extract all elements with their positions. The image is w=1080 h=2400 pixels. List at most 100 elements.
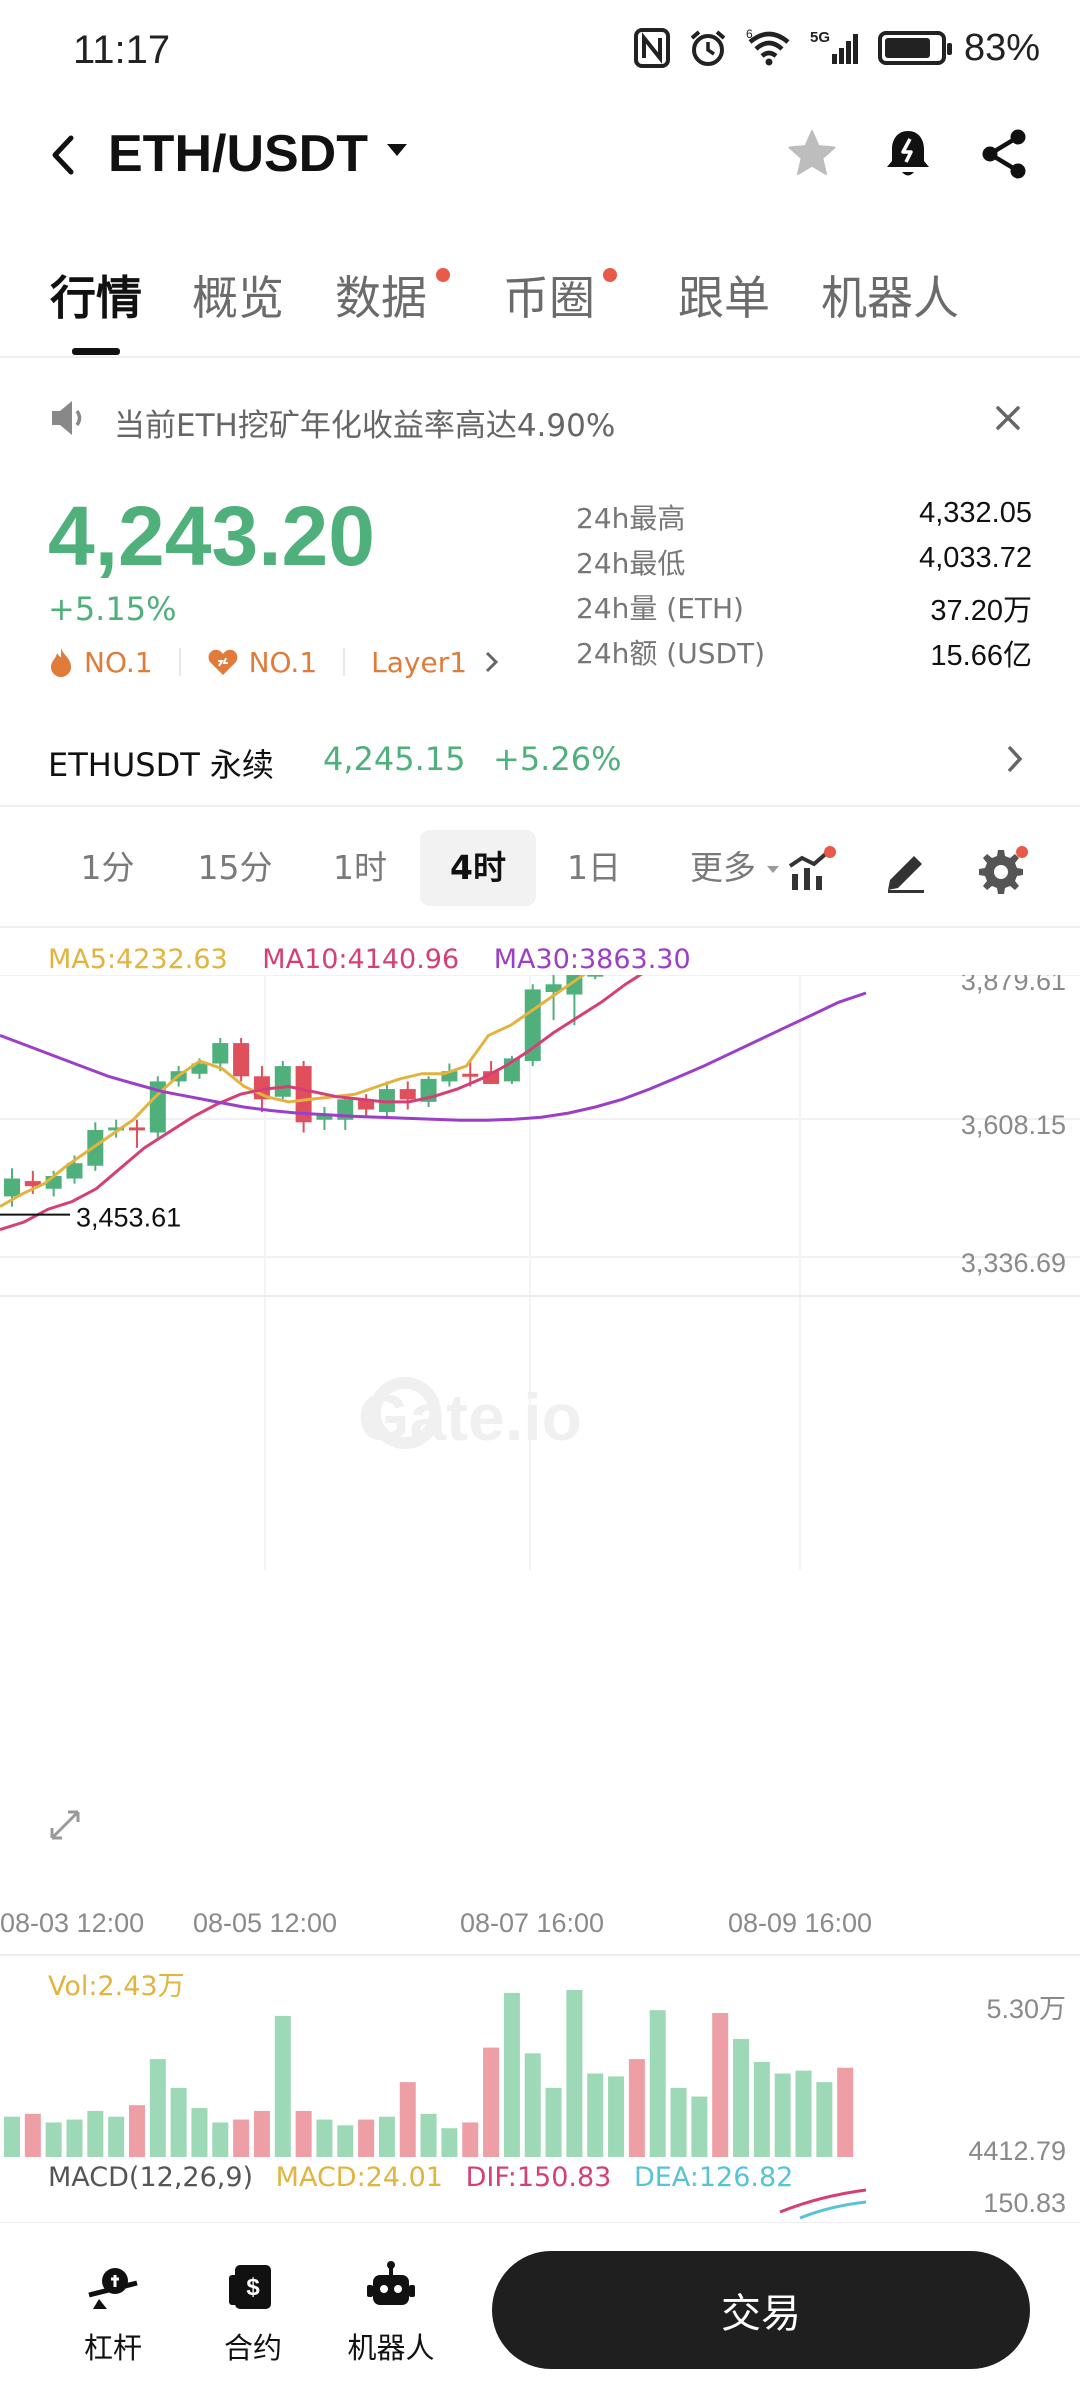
back-button[interactable] (45, 130, 85, 180)
favorite-star-button[interactable] (782, 124, 842, 184)
volume-bar (337, 2125, 354, 2157)
interval-15m[interactable]: 15分 (197, 848, 273, 887)
stat-value: 4,033.72 (919, 542, 1032, 574)
volume-bar (295, 2110, 312, 2157)
volume-bar (608, 2076, 625, 2157)
interval-more[interactable]: 更多 (690, 848, 756, 887)
network-type: 5G (810, 29, 830, 46)
more-caret-icon (767, 866, 779, 873)
perpetual-name: ETHUSDT 永续 (48, 746, 274, 784)
volume-axis-label: 4412.79 (968, 2136, 1066, 2166)
candle-body (399, 1089, 416, 1100)
macd-params: MACD(12,26,9) (48, 2162, 254, 2193)
caret-down-icon[interactable] (385, 142, 409, 162)
tab-bots[interactable]: 机器人 (821, 271, 959, 325)
nav-margin[interactable]: 杠杆 (58, 2259, 168, 2367)
volume-bar (545, 2087, 562, 2157)
volume-bar (128, 2105, 145, 2157)
tab-coin-circle[interactable]: 币圈 (503, 271, 595, 325)
alert-bell-button[interactable] (878, 124, 938, 184)
ma5-label: MA5:4232.63 (48, 944, 228, 975)
macd-axis-label: 150.83 (983, 2188, 1066, 2218)
layer-tag[interactable]: Layer1 (371, 646, 501, 679)
alarm-icon (688, 24, 728, 72)
volume-bar (462, 2122, 479, 2157)
candle (441, 1063, 458, 1087)
volume-bar (149, 2059, 166, 2157)
notice-close-button[interactable] (988, 398, 1028, 438)
nfc-icon (633, 24, 670, 72)
candle-body (128, 1127, 145, 1131)
indicator-chart-icon (788, 846, 836, 890)
draw-tool-button[interactable] (880, 844, 932, 896)
candle (420, 1076, 437, 1107)
tab-market[interactable]: 行情 (50, 271, 142, 325)
interval-4h[interactable]: 4时 (420, 830, 536, 906)
nav-bots[interactable]: 机器人 (336, 2259, 446, 2367)
volume-bar (441, 2128, 458, 2157)
wifi-superscript: 6 (746, 28, 753, 41)
layer-tag-label: Layer1 (371, 645, 468, 679)
indicator-button[interactable] (786, 844, 838, 896)
volume-bar (587, 2073, 604, 2157)
volume-bar (233, 2119, 250, 2157)
chevron-right-icon (485, 651, 499, 673)
tab-copy-trading[interactable]: 跟单 (678, 271, 770, 325)
share-button[interactable] (974, 124, 1034, 184)
interval-1d[interactable]: 1日 (567, 848, 621, 887)
rank-separator (178, 648, 181, 676)
volume-bar (691, 2096, 708, 2157)
stat-label: 24h额 (USDT) (576, 637, 766, 670)
candle-body (212, 1043, 229, 1064)
status-bar: 11:17 6 5G 83% (0, 0, 1080, 100)
perpetual-change: +5.26% (493, 740, 622, 778)
chart-settings-button[interactable] (974, 844, 1028, 896)
y-axis-label: 3,879.61 (961, 975, 1066, 996)
favorite-rank[interactable]: NO.1 (207, 646, 317, 679)
perpetual-price: 4,245.15 (323, 740, 466, 778)
stat-row-high: 24h最高 4,332.05 (576, 497, 1032, 542)
speaker-icon (52, 401, 82, 435)
trade-button[interactable]: 交易 (492, 2251, 1030, 2369)
pencil-icon (888, 856, 924, 893)
tab-overview[interactable]: 概览 (192, 271, 284, 325)
nav-bots-label: 机器人 (347, 2331, 435, 2365)
candlestick-chart[interactable]: Gate.io4,422.544,151.083,879.613,608.153… (0, 975, 1080, 2225)
stats-panel: 24h最高 4,332.05 24h最低 4,033.72 24h量 (ETH) 37… (576, 497, 1032, 677)
hot-rank[interactable]: NO.1 (48, 646, 153, 679)
candle-body (524, 989, 541, 1061)
candle-body (358, 1099, 375, 1110)
interval-1m[interactable]: 1分 (80, 848, 135, 887)
volume-bar (837, 2067, 854, 2157)
volume-bar (191, 2108, 208, 2157)
notice-banner[interactable]: 当前ETH挖矿年化收益率高达4.90% (48, 392, 1038, 444)
candle-body (587, 975, 604, 977)
nav-futures[interactable]: $ 合约 (198, 2259, 308, 2367)
perpetual-contract-row[interactable]: ETHUSDT 永续 4,245.15 +5.26% (48, 738, 1033, 788)
macd-value: MACD:24.01 (275, 2162, 443, 2193)
candle-body (441, 1071, 458, 1082)
candle (149, 1076, 166, 1138)
tab-data[interactable]: 数据 (335, 271, 427, 325)
volume-bar (420, 2113, 437, 2157)
stat-label: 24h最高 (576, 502, 686, 535)
ma30-line (0, 991, 867, 1122)
header: ETH/USDT (0, 110, 1080, 200)
candle (587, 975, 604, 980)
heart-icon (208, 649, 237, 675)
robot-icon (367, 2261, 415, 2305)
candle (212, 1037, 229, 1072)
candle-body (545, 984, 562, 992)
rank-separator (343, 648, 346, 676)
volume-label: Vol:2.43万 (48, 1971, 185, 2002)
cellular-icon: 5G (810, 24, 860, 72)
pair-title[interactable]: ETH/USDT (108, 125, 368, 183)
interval-1h[interactable]: 1时 (333, 848, 387, 887)
tabs-divider (0, 356, 1080, 358)
x-axis-label: 08-07 16:00 (460, 1908, 604, 1938)
volume-bar (566, 1990, 583, 2157)
candle (524, 984, 541, 1067)
x-axis-label: 08-03 12:00 (0, 1908, 144, 1938)
bell-icon (887, 131, 929, 176)
nav-margin-label: 杠杆 (83, 2331, 142, 2365)
